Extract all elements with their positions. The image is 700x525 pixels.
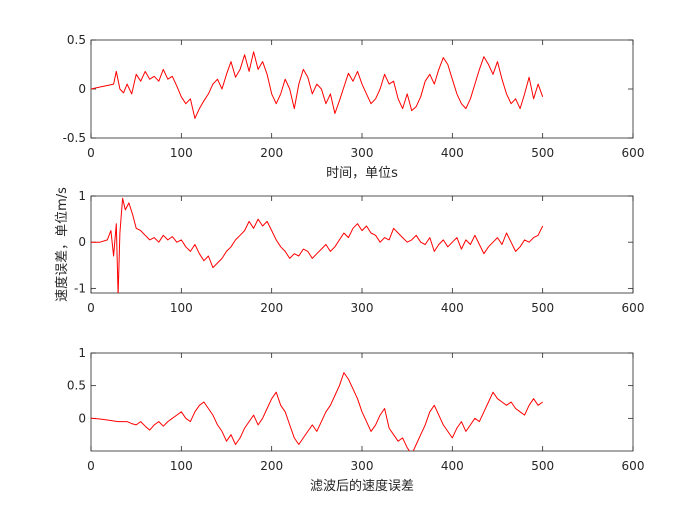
x-tick-label: 400 <box>441 301 464 315</box>
series-line <box>91 197 544 293</box>
y-tick-label: 0.5 <box>67 379 86 393</box>
x-tick-label: 400 <box>441 459 464 473</box>
y-tick-label: -1 <box>74 281 86 295</box>
y-axis-label: 速度误差，单位m/s <box>54 187 70 302</box>
subplot-3: 0 100 200 300 400 500 600 1 0.5 0 滤波后的速度误差 <box>67 346 645 494</box>
x-tick-label: 0 <box>87 146 95 160</box>
y-tick-label: 1 <box>78 189 86 203</box>
x-tick-label: 0 <box>87 459 95 473</box>
x-axis-label: 滤波后的速度误差 <box>310 478 414 494</box>
x-tick-label: 200 <box>260 146 283 160</box>
y-tick-label: 0 <box>78 235 86 249</box>
x-tick-label: 400 <box>441 146 464 160</box>
x-tick-label: 300 <box>351 301 374 315</box>
y-tick-label: 0 <box>78 82 86 96</box>
x-tick-label: 600 <box>622 459 645 473</box>
x-tick-label: 300 <box>351 459 374 473</box>
series-line <box>91 51 544 119</box>
axes-box <box>90 39 634 139</box>
y-tick-label: -0.5 <box>63 131 86 145</box>
y-tick-label: 0 <box>78 411 86 425</box>
x-tick-label: 300 <box>351 146 374 160</box>
x-tick-label: 100 <box>170 146 193 160</box>
x-tick-label: 600 <box>622 301 645 315</box>
x-tick-label: 0 <box>87 301 95 315</box>
x-tick-label: 500 <box>531 146 554 160</box>
x-tick-label: 500 <box>531 301 554 315</box>
x-tick-label: 600 <box>622 146 645 160</box>
x-tick-label: 500 <box>531 459 554 473</box>
x-tick-label: 200 <box>260 301 283 315</box>
x-tick-label: 200 <box>260 459 283 473</box>
y-tick-label: 1 <box>78 346 86 360</box>
x-axis-label: 时间，单位s <box>326 166 398 181</box>
axes-box <box>90 195 634 294</box>
x-tick-label: 100 <box>170 459 193 473</box>
x-tick-label: 100 <box>170 301 193 315</box>
series-line <box>91 372 543 451</box>
y-tick-label: 0.5 <box>67 33 86 47</box>
axes-box <box>90 352 634 452</box>
